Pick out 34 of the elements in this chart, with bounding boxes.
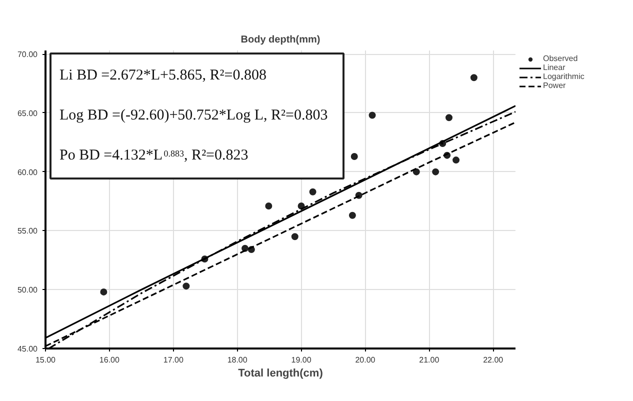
point	[445, 114, 452, 122]
point	[182, 282, 190, 290]
y-tick-label: 65.00	[17, 108, 38, 118]
y-tick-label: 60.00	[17, 168, 38, 177]
y-tick-label: 45.00	[17, 344, 38, 354]
x-tick-label: 21.00	[419, 356, 440, 364]
x-tick-label: 15.00	[35, 356, 56, 364]
point	[265, 202, 272, 210]
x-tick-label: 20.00	[355, 356, 376, 364]
y-tick-label: 55.00	[17, 226, 38, 236]
x-axis-title: Total length(cm)	[238, 368, 324, 380]
point	[350, 153, 358, 160]
point	[452, 156, 460, 164]
point	[470, 74, 478, 82]
x-tick-label: 17.00	[163, 356, 184, 364]
x-tick-label: 19.00	[291, 356, 312, 364]
x-tick-label: 22.00	[483, 356, 504, 364]
chart-title: Body depth(mm)	[240, 34, 320, 46]
y-tick-label: 50.00	[17, 286, 38, 295]
point	[291, 233, 298, 240]
point	[432, 168, 440, 176]
legend-label: Logarithmic	[543, 72, 584, 81]
legend-label: Observed	[543, 54, 578, 63]
x-tick-label: 16.00	[99, 356, 120, 364]
point	[348, 212, 356, 219]
legend-label: Linear	[543, 63, 566, 72]
annotation: Log BD =(-92.60)+50.752*Log L, R²=0.803	[60, 108, 328, 124]
y-tick-label: 70.00	[17, 50, 38, 60]
legend-label: Power	[543, 81, 566, 90]
point	[100, 288, 108, 296]
annotation: Li BD =2.672*L+5.865, R²=0.808	[60, 68, 266, 84]
point	[309, 188, 316, 196]
point	[368, 112, 376, 119]
x-tick-label: 18.00	[227, 356, 248, 364]
